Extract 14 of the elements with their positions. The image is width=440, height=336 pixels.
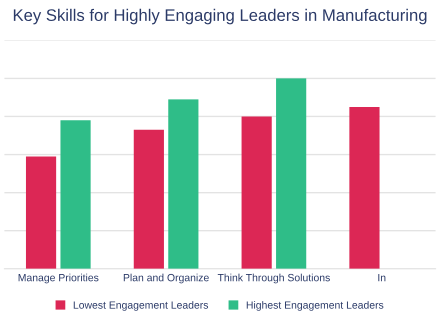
bar — [26, 156, 56, 269]
x-tick-label: Plan and Organize — [124, 274, 209, 284]
legend-label: Lowest Engagement Leaders — [74, 301, 208, 311]
legend-label: Highest Engagement Leaders — [246, 301, 384, 311]
chart-title: Key Skills for Highly Engaging Leaders in Manufacturing — [14, 8, 426, 24]
bar — [60, 120, 91, 269]
bar — [349, 106, 380, 269]
x-tick-label: Think Through Solutions — [218, 274, 330, 284]
x-tick-label: In — [378, 274, 386, 282]
bar — [276, 78, 306, 269]
bar — [242, 116, 272, 269]
bar — [134, 130, 164, 269]
x-tick-label: Manage Priorities — [18, 274, 98, 284]
bar — [168, 99, 198, 269]
